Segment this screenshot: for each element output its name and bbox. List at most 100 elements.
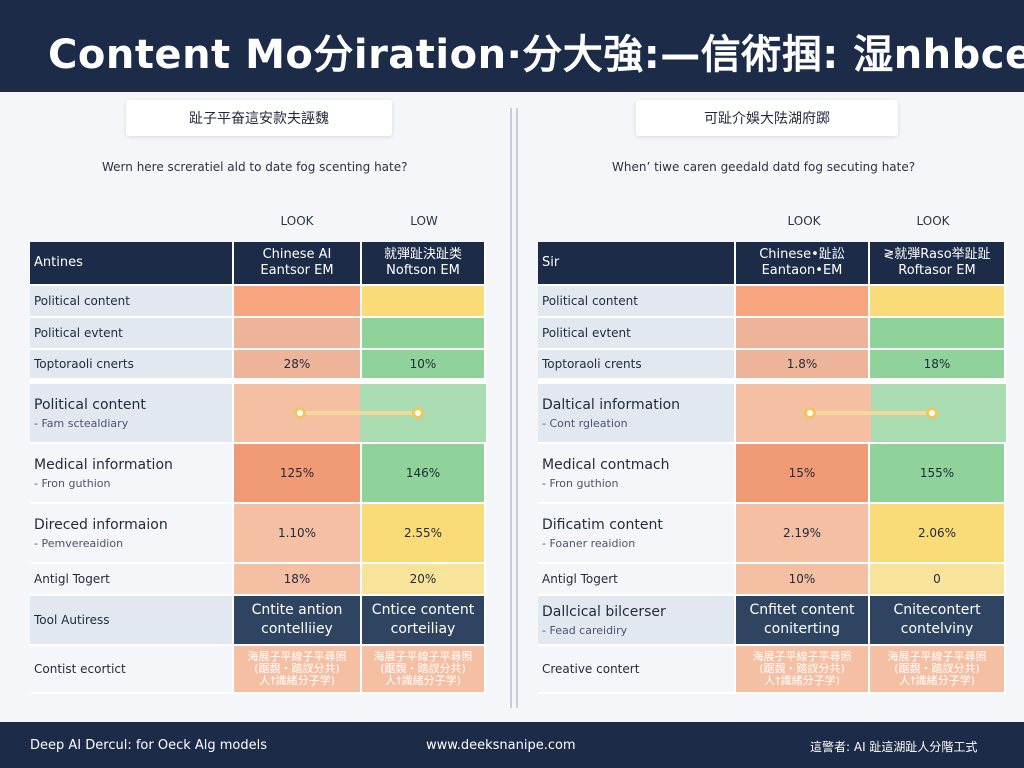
row-value-2: 20% [362, 564, 486, 594]
range-cell [736, 384, 1006, 442]
row-sublabel: - Cont rgleation [542, 416, 628, 430]
table-row: Antigl Togert 18% 20% [30, 564, 486, 596]
row-value-2 [362, 318, 486, 348]
left-col-header-2: LOW [410, 214, 438, 228]
row-label: Political content [30, 286, 234, 316]
row-value-2 [870, 286, 1006, 316]
row-value-1: 2.19% [736, 504, 870, 562]
row-value-2: 155% [870, 444, 1006, 502]
table-header-model-1: Chinese•趾訟 Eantaon•EM [736, 242, 870, 284]
row-label-group: Medical contmach - Fron guthion [538, 444, 736, 502]
row-value-1: Cnfitet content coniterting [736, 596, 870, 644]
row-value-1: 1.8% [736, 350, 870, 378]
table-row: Creative contert 海展子平線子平尋照 (踞覣・踏訍分共) 人†識… [538, 646, 1006, 694]
range-handle-end[interactable] [412, 407, 424, 419]
row-sublabel: - Fead careidiry [542, 623, 628, 637]
right-col-header-1: LOOK [787, 214, 821, 228]
row-value-1 [234, 318, 362, 348]
row-label-group: Medical information - Fron guthion [30, 444, 234, 502]
row-label: Direced informaion [34, 516, 168, 533]
row-value-1: 125% [234, 444, 362, 502]
table-row: Dallcical bilcerser - Fead careidiry Cnf… [538, 596, 1006, 646]
row-label: Political content [34, 396, 146, 413]
range-handle-start[interactable] [804, 407, 816, 419]
header-bar: Content Mo分iration·分大強:—信術掴: 湿nhbce [0, 0, 1024, 92]
row-value-2: 海展子平線子平尋照 (踞覣・踏訍分共) 人†識緒分子学) [362, 646, 486, 692]
range-handle-start[interactable] [294, 407, 306, 419]
row-label: Dificatim content [542, 516, 663, 533]
row-label-group: Political content - Fam sctealdiary [30, 384, 234, 442]
left-question: Wern here screratiel ald to date fog sce… [102, 160, 408, 174]
row-label: Antigl Togert [538, 564, 736, 594]
row-value-2: 海展子平線子平尋照 (踞覣・踏訍分共) 人†識緒分子学) [870, 646, 1006, 692]
row-sublabel: - Foaner reaidion [542, 536, 636, 550]
row-value-1: 18% [234, 564, 362, 594]
table-row: Direced informaion - Pemvereaidion 1.10%… [30, 504, 486, 564]
table-row: Political evtent [30, 318, 486, 350]
table-header-label: Antines [30, 242, 234, 284]
page-title: Content Mo分iration·分大強:—信術掴: 湿nhbce [48, 32, 1024, 78]
row-label: Medical contmach [542, 456, 670, 473]
range-slider[interactable] [736, 384, 1006, 442]
right-badge: 可趾介娛大阹湖府踯 [636, 100, 898, 136]
row-value-2: 0 [870, 564, 1006, 594]
footer-url-link[interactable]: www.deeksnanipe.com [426, 738, 576, 753]
row-label-group: Dallcical bilcerser - Fead careidiry [538, 596, 736, 644]
table-row: Political evtent [538, 318, 1006, 350]
center-divider [510, 108, 512, 708]
table-row: Political content [538, 286, 1006, 318]
table-row: Dificatim content - Foaner reaidion 2.19… [538, 504, 1006, 564]
left-badge: 趾子平奋這安款夫誣魏 [126, 100, 392, 136]
row-value-2: Cntice content corteiliay [362, 596, 486, 644]
row-value-1: 10% [736, 564, 870, 594]
row-label: Antigl Togert [30, 564, 234, 594]
row-sublabel: - Fron guthion [542, 476, 619, 490]
row-label: Dallcical bilcerser [542, 603, 666, 620]
table-row: Medical information - Fron guthion 125% … [30, 444, 486, 504]
row-value-2: 2.55% [362, 504, 486, 562]
row-value-1 [234, 286, 362, 316]
row-value-1: 海展子平線子平尋照 (踞覣・踏訍分共) 人†識緒分子学) [736, 646, 870, 692]
row-value-1 [736, 286, 870, 316]
row-label: Toptoraoli crents [538, 350, 736, 378]
row-value-2: 146% [362, 444, 486, 502]
row-label: Creative contert [538, 646, 736, 692]
range-handle-end[interactable] [926, 407, 938, 419]
center-divider-2 [516, 108, 518, 708]
row-sublabel: - Fam sctealdiary [34, 416, 129, 430]
row-value-2 [870, 318, 1006, 348]
row-value-2: 10% [362, 350, 486, 378]
row-label-group: Dificatim content - Foaner reaidion [538, 504, 736, 562]
row-label: Tool Autiress [30, 596, 234, 644]
row-value-1: Cntite antion contelliiey [234, 596, 362, 644]
table-header-model-2: 就弾趾決趾类 Noftson EM [362, 242, 486, 284]
row-label: Toptoraoli cnerts [30, 350, 234, 378]
table-row: Toptoraoli cnerts 28% 10% [30, 350, 486, 384]
table-header-model-2: ≷就弾Raso举趾趾 Roftasor EM [870, 242, 1006, 284]
row-label: Daltical information [542, 396, 681, 413]
row-sublabel: - Pemvereaidion [34, 536, 124, 550]
table-row: Medical contmach - Fron guthion 15% 155% [538, 444, 1006, 504]
row-value-2: 18% [870, 350, 1006, 378]
footer-right-text: 這警者: AI 趾這湖趾人分階工式 [810, 740, 978, 754]
left-col-header-1: LOOK [280, 214, 314, 228]
table-row: Daltical information - Cont rgleation [538, 384, 1006, 444]
row-label-group: Direced informaion - Pemvereaidion [30, 504, 234, 562]
row-value-2 [362, 286, 486, 316]
table-header-label: Sir [538, 242, 736, 284]
row-value-2: Cnitecontert contelviny [870, 596, 1006, 644]
row-label: Political evtent [538, 318, 736, 348]
right-question: When’ tiwe caren geedald datd fog secuti… [612, 160, 916, 174]
right-col-header-2: LOOK [916, 214, 950, 228]
row-label: Medical information [34, 456, 173, 473]
row-label: Contist ecortict [30, 646, 234, 692]
table-header-model-1: Chinese AI Eantsor EM [234, 242, 362, 284]
right-comparison-table: Sir Chinese•趾訟 Eantaon•EM ≷就弾Raso举趾趾 Rof… [538, 242, 1006, 694]
row-value-1: 28% [234, 350, 362, 378]
row-value-2: 2.06% [870, 504, 1006, 562]
footer-bar: Deep AI Dercul: for Oeck Alg models www.… [0, 722, 1024, 768]
range-slider[interactable] [234, 384, 486, 442]
table-row: Contist ecortict 海展子平線子平尋照 (踞覣・踏訍分共) 人†識… [30, 646, 486, 694]
row-value-1: 海展子平線子平尋照 (踞覣・踏訍分共) 人†識緒分子学) [234, 646, 362, 692]
range-cell [234, 384, 486, 442]
